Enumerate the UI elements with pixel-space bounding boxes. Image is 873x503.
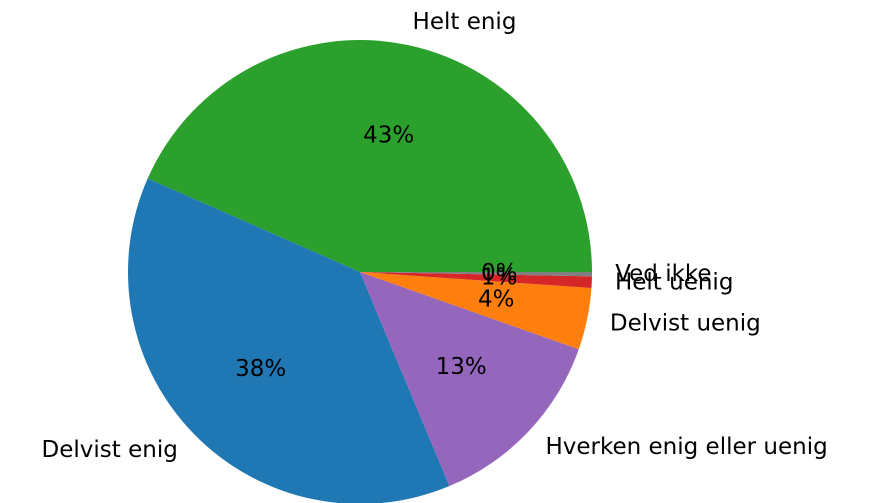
- percent-label: 0%: [481, 260, 518, 286]
- pie-slice: [147, 39, 592, 272]
- slice-label: Delvist uenig: [610, 310, 761, 336]
- pie-slice: [360, 272, 579, 487]
- pie-slice: [128, 178, 450, 503]
- slice-label: Hverken enig eller uenig: [545, 434, 827, 460]
- percent-label: 43%: [363, 122, 414, 148]
- percent-label: 1%: [481, 265, 518, 291]
- slice-label: Helt enig: [413, 9, 517, 35]
- slice-label: Ved ikke: [615, 261, 711, 287]
- percent-label: 38%: [235, 356, 286, 382]
- pie-slice: [360, 272, 592, 289]
- percent-label: 4%: [478, 287, 515, 313]
- percent-label: 13%: [436, 354, 487, 380]
- pie-slice: [360, 272, 592, 350]
- slice-label: Helt uenig: [615, 270, 733, 296]
- slice-label: Delvist enig: [42, 437, 178, 463]
- pie-slice: [360, 272, 592, 277]
